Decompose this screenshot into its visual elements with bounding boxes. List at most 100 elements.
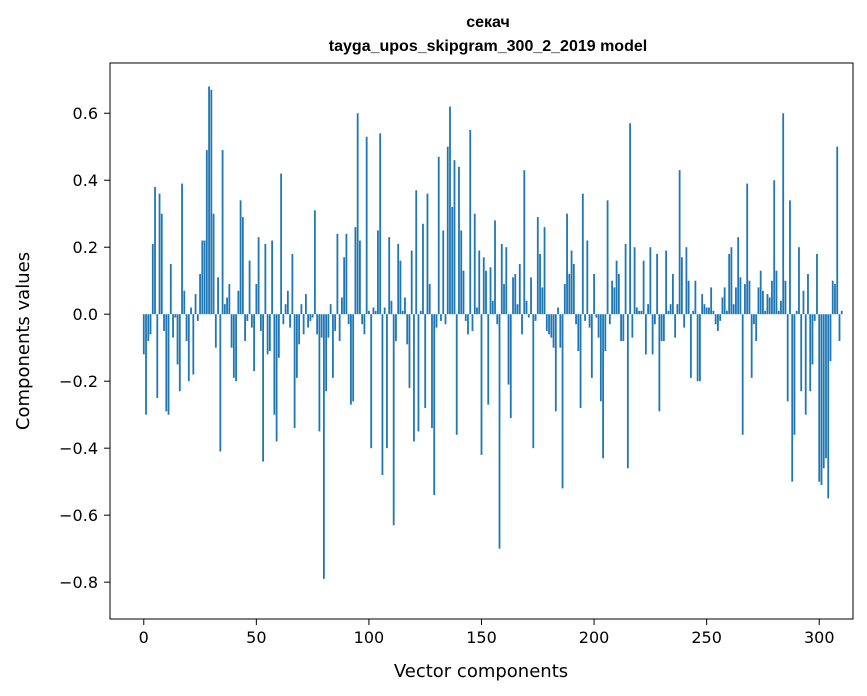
bar-185 xyxy=(559,314,562,348)
bar-257 xyxy=(721,297,724,315)
bar-216 xyxy=(629,123,631,315)
bar-72 xyxy=(304,294,307,315)
bar-266 xyxy=(741,314,744,435)
bar-106 xyxy=(381,314,384,475)
bar-118 xyxy=(408,314,411,388)
bar-192 xyxy=(575,314,577,325)
bar-73 xyxy=(307,314,310,328)
bar-58 xyxy=(273,314,276,415)
bar-27 xyxy=(203,240,206,315)
bar-36 xyxy=(223,304,226,315)
chart-title: секач xyxy=(466,14,510,31)
bar-285 xyxy=(784,280,787,315)
bar-62 xyxy=(282,314,285,325)
bar-39 xyxy=(230,314,233,348)
bar-206 xyxy=(606,200,609,315)
bar-157 xyxy=(496,314,499,325)
bar-24 xyxy=(196,314,199,321)
bar-34 xyxy=(219,314,222,452)
bar-44 xyxy=(241,217,244,315)
bar-172 xyxy=(530,277,532,315)
bar-152 xyxy=(485,270,487,315)
bar-160 xyxy=(503,284,505,315)
bar-96 xyxy=(359,240,361,315)
bar-211 xyxy=(617,274,620,315)
bar-201 xyxy=(595,314,598,318)
y-tick-label: 0.2 xyxy=(73,238,98,257)
bar-22 xyxy=(192,314,195,375)
bar-45 xyxy=(244,314,246,341)
bar-170 xyxy=(525,300,528,315)
bar-248 xyxy=(701,294,704,315)
bar-67 xyxy=(293,314,296,429)
bar-273 xyxy=(757,287,760,315)
bar-122 xyxy=(417,314,420,432)
bar-204 xyxy=(602,314,604,459)
bar-29 xyxy=(208,86,210,315)
bar-173 xyxy=(532,314,535,449)
bar-141 xyxy=(460,230,463,315)
bar-178 xyxy=(543,227,546,315)
bar-130 xyxy=(435,314,438,328)
bar-168 xyxy=(521,314,523,335)
bar-283 xyxy=(780,300,782,315)
bar-176 xyxy=(539,253,541,315)
y-tick-label: −0.2 xyxy=(59,372,98,391)
bar-236 xyxy=(674,314,677,338)
bar-284 xyxy=(782,113,785,315)
bar-221 xyxy=(640,310,643,315)
bar-271 xyxy=(753,314,755,325)
y-tick-label: 0.6 xyxy=(73,104,98,123)
bar-80 xyxy=(322,314,325,579)
bar-288 xyxy=(791,314,794,482)
bars-group xyxy=(142,86,843,579)
bar-148 xyxy=(476,307,478,315)
bar-213 xyxy=(622,314,625,341)
bar-258 xyxy=(723,287,726,315)
bar-189 xyxy=(568,274,571,315)
bar-133 xyxy=(442,230,445,315)
bar-214 xyxy=(624,243,627,315)
bar-16 xyxy=(178,314,181,392)
bar-6 xyxy=(156,314,159,398)
bar-20 xyxy=(187,314,190,382)
bar-215 xyxy=(626,314,629,469)
bar-210 xyxy=(615,260,618,315)
bar-200 xyxy=(593,274,595,315)
bar-182 xyxy=(552,314,555,348)
bar-197 xyxy=(586,240,589,315)
bar-165 xyxy=(514,274,517,315)
x-tick-label: 100 xyxy=(354,628,385,647)
bar-40 xyxy=(232,314,235,378)
bar-263 xyxy=(735,287,737,315)
bar-227 xyxy=(653,314,656,325)
bar-101 xyxy=(370,314,373,449)
bar-310 xyxy=(840,310,843,315)
bar-91 xyxy=(347,314,350,325)
bar-63 xyxy=(284,304,287,315)
bar-246 xyxy=(696,314,699,382)
bar-37 xyxy=(226,297,228,315)
bar-195 xyxy=(581,193,584,315)
bar-286 xyxy=(786,314,789,402)
bar-242 xyxy=(687,280,690,315)
bar-143 xyxy=(464,314,467,321)
bar-140 xyxy=(458,166,460,315)
bar-93 xyxy=(352,314,355,402)
bar-47 xyxy=(248,260,251,315)
bar-145 xyxy=(469,129,472,315)
x-tick-label: 200 xyxy=(579,628,610,647)
bar-120 xyxy=(413,314,415,442)
y-tick-label: 0.4 xyxy=(73,171,98,190)
bar-110 xyxy=(390,300,393,315)
bar-28 xyxy=(205,150,208,315)
bar-291 xyxy=(798,247,800,315)
bar-264 xyxy=(737,237,740,315)
bar-33 xyxy=(217,277,219,315)
bar-88 xyxy=(341,297,343,315)
bar-240 xyxy=(683,314,686,328)
bar-241 xyxy=(685,247,688,315)
bar-175 xyxy=(536,217,539,315)
bar-107 xyxy=(383,307,386,315)
bar-303 xyxy=(825,314,827,459)
